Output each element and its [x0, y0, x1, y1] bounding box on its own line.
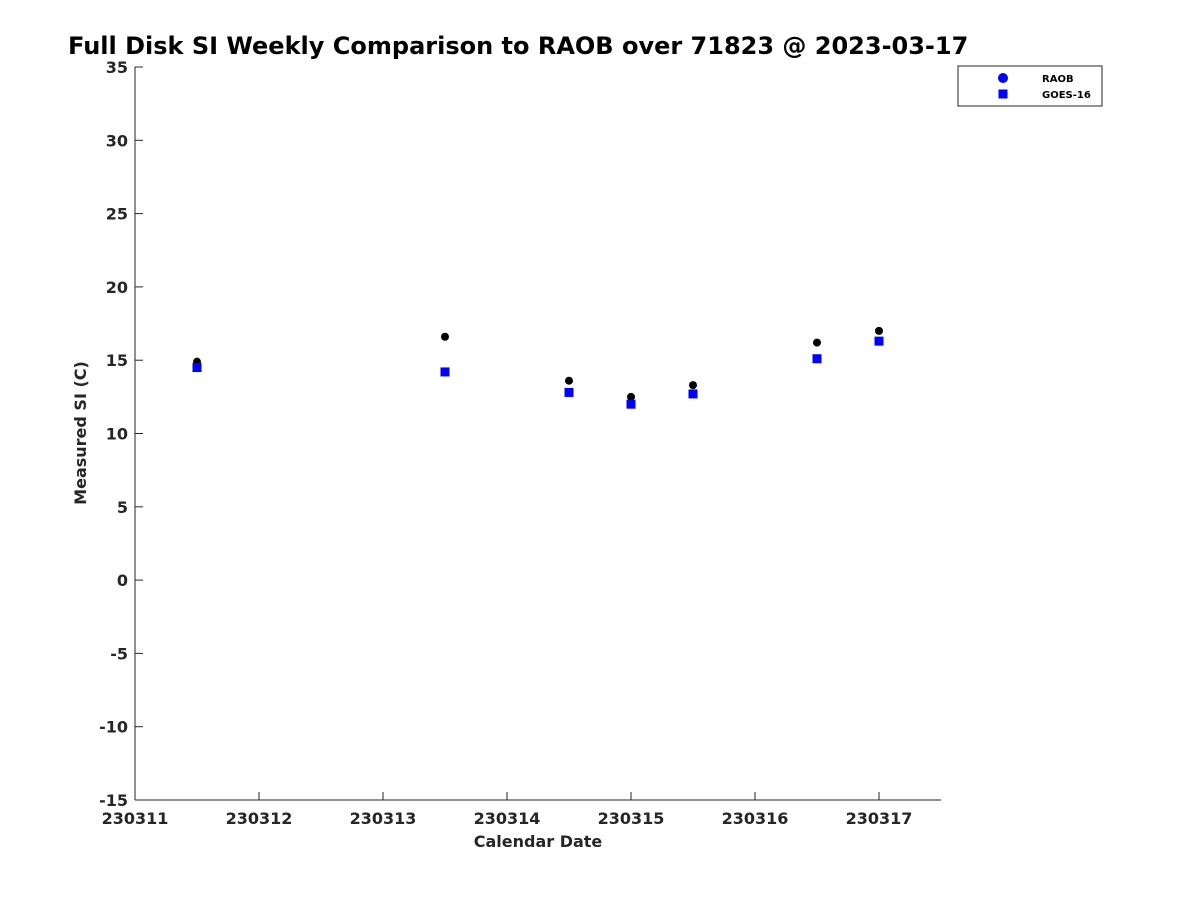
point-raob: [565, 376, 573, 385]
x-tick-label: 230311: [102, 809, 169, 828]
y-tick-label: -15: [99, 791, 128, 810]
legend-box: [957, 65, 1103, 107]
y-tick-label: -5: [110, 644, 128, 663]
legend: RAOB GOES-16: [957, 65, 1103, 107]
point-goes-16: [874, 336, 884, 346]
point-goes-16: [440, 367, 450, 377]
y-tick-label: 30: [106, 131, 128, 150]
legend-label: GOES-16: [1042, 90, 1091, 101]
y-axis-label: Measured SI (C): [71, 361, 90, 505]
x-ticks: 230311 230312 230313 230314 230315 230316 2303…: [102, 792, 913, 828]
x-tick-label: 230312: [226, 809, 293, 828]
y-tick-label: 25: [106, 205, 128, 224]
point-goes-16: [688, 389, 698, 399]
legend-marker-square: [998, 89, 1008, 99]
y-tick-label: 0: [117, 571, 128, 590]
point-raob: [441, 332, 449, 341]
y-tick-label: 5: [117, 498, 128, 517]
x-tick-label: 230313: [350, 809, 417, 828]
y-ticks: -15 -10 -5 0 5 10 15 20 25 30 35: [99, 58, 143, 810]
legend-label: RAOB: [1042, 74, 1074, 85]
y-tick-label: 15: [106, 351, 128, 370]
y-tick-label: -10: [99, 718, 128, 737]
axes: [134, 67, 941, 801]
point-goes-16: [564, 387, 574, 397]
y-tick-label: 20: [106, 278, 128, 297]
x-tick-label: 230315: [598, 809, 665, 828]
point-raob: [875, 326, 883, 335]
point-raob: [689, 381, 697, 390]
data-points: [192, 326, 884, 409]
point-raob: [813, 338, 821, 347]
point-goes-16: [192, 363, 202, 373]
x-tick-label: 230316: [722, 809, 789, 828]
x-tick-label: 230314: [474, 809, 541, 828]
y-tick-label: 35: [106, 58, 128, 77]
point-raob: [627, 392, 635, 401]
x-tick-label: 230317: [846, 809, 913, 828]
point-goes-16: [626, 399, 636, 409]
point-goes-16: [812, 354, 822, 364]
legend-marker-circle: [998, 73, 1008, 83]
y-tick-label: 10: [106, 425, 128, 444]
x-axis-label: Calendar Date: [474, 832, 603, 851]
chart-title: Full Disk SI Weekly Comparison to RAOB o…: [68, 32, 968, 60]
